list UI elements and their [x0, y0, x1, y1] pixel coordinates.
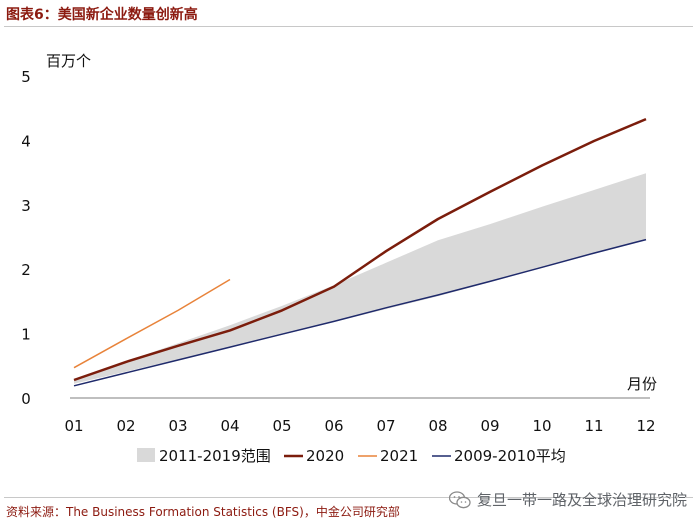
bottom-rule: [4, 497, 693, 498]
x-tick-label: 11: [584, 417, 603, 435]
legend-label-2020: 2020: [306, 447, 344, 465]
watermark-text: 复旦一带一路及全球治理研究院: [476, 491, 687, 509]
x-tick-label: 09: [480, 417, 499, 435]
x-axis-unit: 月份: [627, 375, 657, 393]
legend-label-2021: 2021: [380, 447, 418, 465]
x-tick-label: 07: [376, 417, 395, 435]
x-tick-label: 06: [324, 417, 343, 435]
source-note: 资料来源：The Business Formation Statistics (…: [6, 505, 400, 519]
x-tick-label: 01: [64, 417, 83, 435]
series-line-2020: [73, 117, 647, 382]
top-rule: [4, 26, 693, 27]
y-tick-label: 1: [21, 326, 31, 344]
x-tick-label: 02: [116, 417, 135, 435]
y-tick-label: 2: [21, 261, 31, 279]
y-axis-unit: 百万个: [46, 52, 91, 70]
legend: 2011-2019范围 2020 2021 2009-2010平均: [137, 447, 566, 465]
x-tick-label: 05: [272, 417, 291, 435]
series-line-2021: [73, 278, 231, 369]
legend-swatch-band: [137, 448, 155, 462]
series-line-2009-2010: [73, 238, 647, 387]
x-tick-label: 12: [636, 417, 655, 435]
x-tick-label: 08: [428, 417, 447, 435]
wechat-icon: [448, 490, 471, 508]
x-tick-label: 04: [220, 417, 239, 435]
band-2011-2019-range: [74, 173, 646, 384]
figure-title: 图表6：美国新企业数量创新高: [6, 7, 198, 23]
y-tick-label: 5: [21, 68, 31, 86]
x-tick-label: 10: [532, 417, 551, 435]
legend-label-band: 2011-2019范围: [159, 447, 271, 465]
x-tick-label: 03: [168, 417, 187, 435]
y-tick-label: 3: [21, 197, 31, 215]
y-tick-label: 0: [21, 390, 31, 408]
legend-label-2009-2010: 2009-2010平均: [454, 447, 566, 465]
watermark: 复旦一带一路及全球治理研究院: [448, 489, 687, 510]
y-tick-label: 4: [21, 132, 31, 150]
